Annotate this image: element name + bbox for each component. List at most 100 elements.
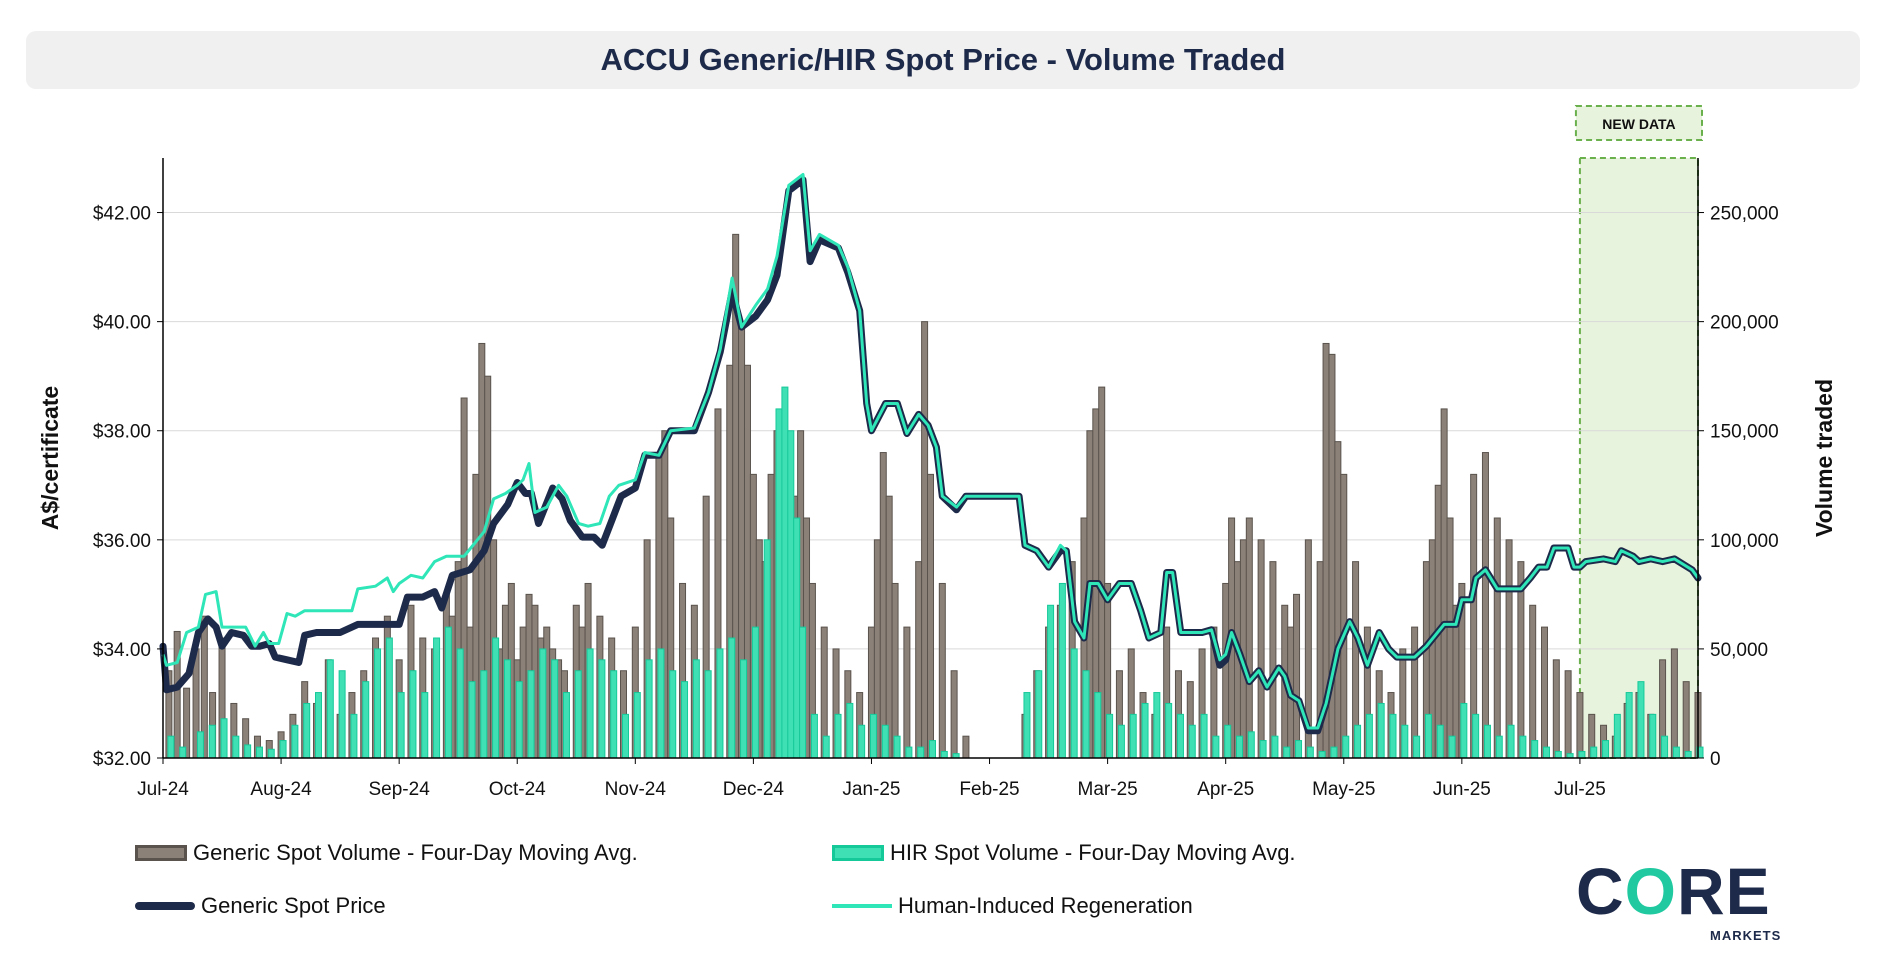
- hir-volume-bar: [893, 735, 901, 759]
- hir-volume-bar: [1519, 735, 1527, 759]
- hir-volume-bar: [1141, 702, 1149, 759]
- hir-volume-bar: [1401, 724, 1409, 759]
- hir-volume-bar: [409, 670, 417, 759]
- hir-volume-bar: [232, 735, 240, 759]
- hir-volume-bar: [1224, 724, 1232, 759]
- hir-volume-bar: [1271, 735, 1279, 759]
- hir-volume-bar: [1495, 735, 1503, 759]
- generic-volume-bar: [1434, 484, 1442, 759]
- hir-volume-bar: [728, 637, 736, 759]
- hir-volume-bar: [1389, 713, 1397, 759]
- new-data-region: [1578, 157, 1700, 759]
- y2-tick-label: 200,000: [1710, 313, 1779, 334]
- hir-volume-bar: [167, 735, 175, 759]
- generic-volume-bar: [1493, 517, 1501, 759]
- generic-volume-bar: [173, 630, 181, 759]
- hir-volume-bar: [669, 670, 677, 759]
- hir-volume-bar: [1483, 724, 1491, 759]
- hir-volume-bar: [1543, 746, 1550, 759]
- generic-volume-bar: [1541, 626, 1548, 759]
- hir-volume-bar: [433, 637, 441, 759]
- hir-volume-bar: [1354, 724, 1362, 759]
- x-tick-label: Jul-25: [1554, 779, 1606, 800]
- hir-volume-bar: [503, 659, 511, 759]
- hir-volume-bar: [1082, 670, 1090, 759]
- y2-tick-label: 250,000: [1710, 204, 1779, 225]
- hir-volume-bar: [1448, 735, 1456, 759]
- hir-volume-bar: [397, 692, 405, 759]
- hir-volume-bar: [598, 659, 606, 759]
- x-tick-label: Jul-24: [137, 779, 189, 800]
- hir-price-line: [161, 172, 1700, 730]
- hir-volume-bar: [515, 681, 523, 759]
- generic-volume-bar: [1576, 692, 1584, 759]
- generic-volume-bar: [1529, 604, 1537, 759]
- hir-volume-bar: [1531, 740, 1539, 759]
- hir-volume-bar: [1672, 746, 1680, 759]
- hir-volume-bar: [1377, 702, 1385, 759]
- hir-volume-bar: [1649, 713, 1657, 759]
- hir-volume-bar: [858, 724, 866, 759]
- legend-generic-volume: Generic Spot Volume - Four-Day Moving Av…: [135, 840, 638, 866]
- hir-volume-bar: [1247, 731, 1255, 759]
- legend-label-hir-line: Human-Induced Regeneration: [898, 893, 1193, 918]
- hir-volume-bar: [1070, 648, 1078, 759]
- hir-volume-bar: [444, 626, 452, 759]
- hir-volume-bar: [940, 750, 948, 759]
- generic-volume-bar: [1446, 517, 1454, 759]
- hir-volume-bar: [1176, 713, 1184, 759]
- hir-volume-bar: [362, 681, 370, 759]
- hir-volume-bar: [1023, 692, 1031, 759]
- legend-hir-line: Human-Induced Regeneration: [832, 893, 1193, 919]
- x-tick-label: Dec-24: [723, 779, 785, 800]
- hir-volume-bar: [1578, 750, 1586, 759]
- hir-volume-bar: [1637, 681, 1645, 759]
- generic-volume-bar: [1670, 648, 1678, 759]
- hir-volume-bar: [527, 670, 535, 759]
- hir-volume-bar: [1602, 740, 1610, 759]
- hir-volume-bar: [1413, 735, 1421, 759]
- generic-volume-bar: [927, 473, 934, 759]
- hir-volume-bar: [905, 746, 913, 759]
- hir-volume-bar: [1283, 746, 1291, 759]
- hir-volume-bar: [196, 731, 204, 759]
- hir-volume-bar: [1625, 692, 1633, 759]
- generic-volume-bar: [1481, 452, 1489, 759]
- y-tick-label: $32.00: [93, 749, 151, 770]
- legend-label-hir-volume: HIR Spot Volume - Four-Day Moving Avg.: [890, 840, 1296, 865]
- y-tick-label: $34.00: [93, 640, 151, 661]
- hir-volume-bar: [338, 670, 346, 759]
- hir-volume-bar: [775, 408, 783, 759]
- hir-volume-bar: [1472, 713, 1480, 759]
- generic-volume-bar: [1440, 408, 1448, 759]
- generic-volume-bar: [1334, 441, 1342, 759]
- generic-volume-bar: [921, 321, 929, 759]
- generic-volume-bar: [1257, 539, 1265, 759]
- x-tick-label: Jan-25: [842, 779, 900, 800]
- x-tick-label: Feb-25: [959, 779, 1019, 800]
- hir-volume-bar: [810, 713, 818, 759]
- y-tick-label: $36.00: [93, 531, 151, 552]
- hir-volume-bar: [763, 539, 771, 759]
- generic-volume-bar: [1293, 593, 1301, 759]
- x-tick-label: Nov-24: [605, 779, 667, 800]
- legend-swatch-generic-volume: [135, 845, 187, 861]
- hir-volume-bar: [492, 637, 500, 759]
- y-tick-label: $38.00: [93, 422, 151, 443]
- generic-volume-bar: [903, 626, 911, 759]
- hir-volume-bar: [1661, 735, 1669, 759]
- y-tick-label: $40.00: [93, 313, 151, 334]
- y2-tick-label: 0: [1710, 749, 1721, 770]
- hir-volume-bar: [1153, 692, 1161, 759]
- hir-volume-bar: [1342, 735, 1350, 759]
- legend-swatch-generic-price: [135, 902, 195, 910]
- legend-generic-price: Generic Spot Price: [135, 893, 386, 919]
- chart-title: ACCU Generic/HIR Spot Price - Volume Tra…: [600, 42, 1286, 77]
- hir-volume-bar: [551, 659, 559, 759]
- hir-volume-bar: [1424, 713, 1432, 759]
- x-tick-label: Apr-25: [1197, 779, 1254, 800]
- generic-volume-bar: [1245, 517, 1253, 759]
- hir-volume-bar: [917, 746, 925, 759]
- core-markets-logo: CORE MARKETS: [1576, 858, 1780, 948]
